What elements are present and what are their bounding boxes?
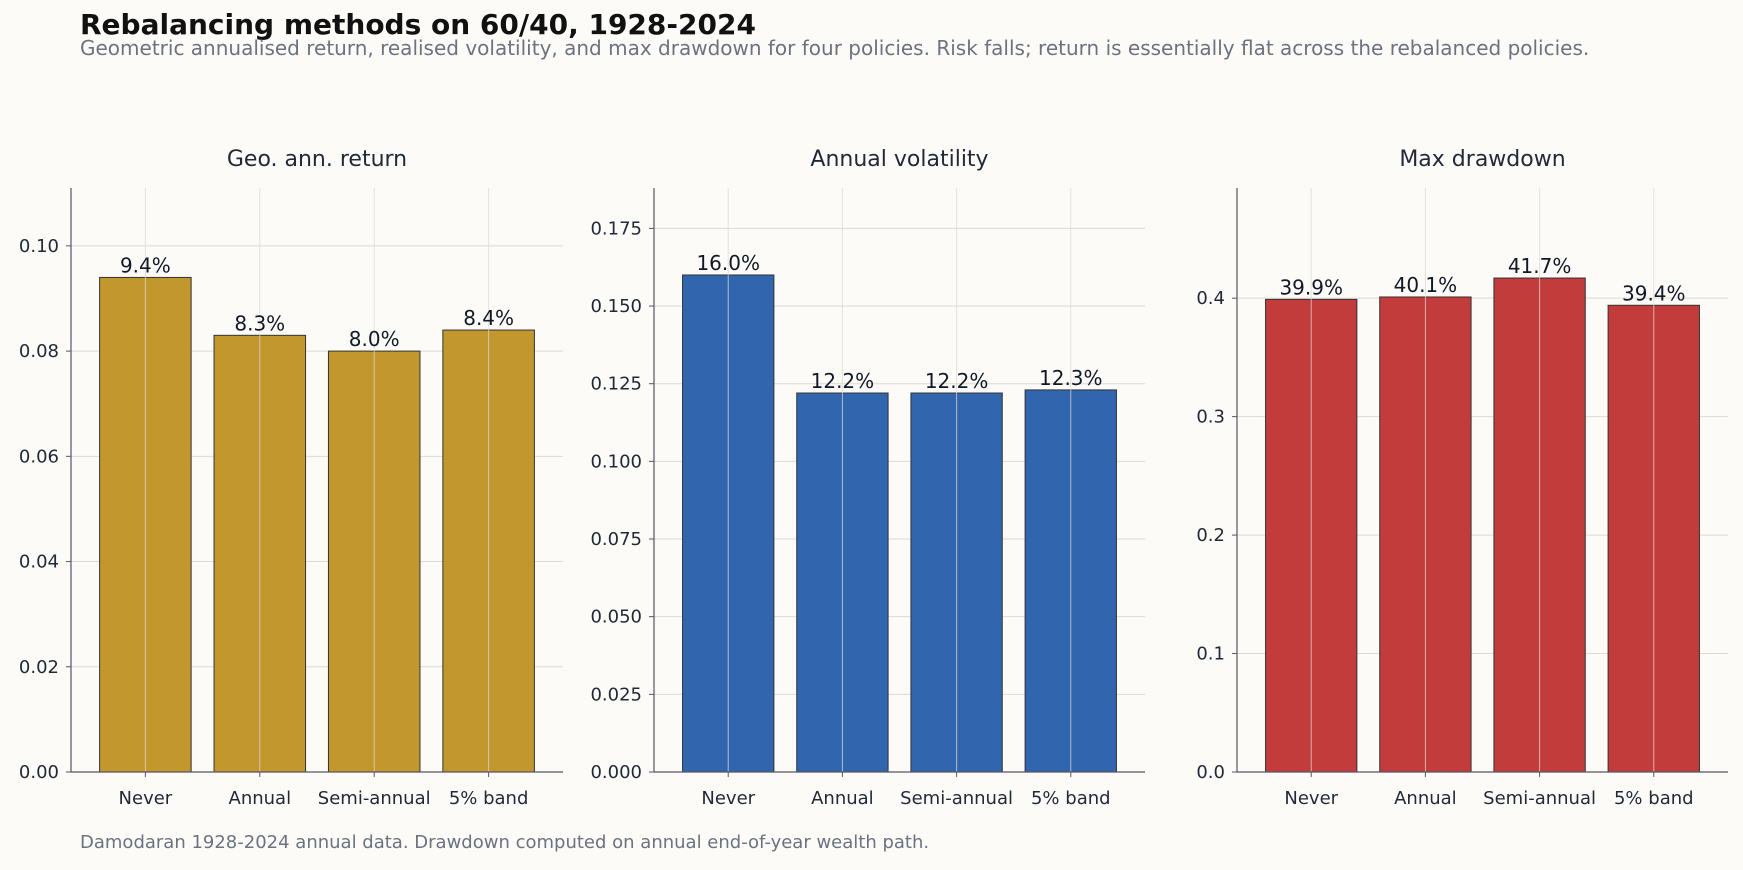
panel-title: Annual volatility xyxy=(810,147,988,172)
x-tick-label: Never xyxy=(1284,788,1338,809)
y-tick-label: 0.025 xyxy=(590,684,642,705)
x-tick-label: Semi-annual xyxy=(318,788,431,809)
y-tick-label: 0.08 xyxy=(19,341,59,362)
y-tick-label: 0.0 xyxy=(1196,762,1225,783)
data-label: 9.4% xyxy=(120,253,171,277)
y-tick-label: 0.000 xyxy=(590,762,642,783)
y-tick-label: 0.4 xyxy=(1196,288,1225,309)
panel-title: Max drawdown xyxy=(1399,147,1565,172)
data-label: 39.4% xyxy=(1622,281,1686,305)
data-label: 12.3% xyxy=(1039,366,1103,390)
panel-title: Geo. ann. return xyxy=(227,147,407,172)
y-tick-label: 0.075 xyxy=(590,529,642,550)
x-tick-label: Semi-annual xyxy=(1483,788,1596,809)
x-tick-label: 5% band xyxy=(1031,788,1111,809)
y-tick-label: 0.125 xyxy=(590,374,642,395)
chart-title: Rebalancing methods on 60/40, 1928-2024 xyxy=(80,8,756,41)
y-tick-label: 0.00 xyxy=(19,762,59,783)
data-label: 40.1% xyxy=(1394,273,1458,297)
y-tick-label: 0.175 xyxy=(590,218,642,239)
y-tick-label: 0.1 xyxy=(1196,644,1225,665)
x-tick-label: Never xyxy=(701,788,755,809)
x-tick-label: 5% band xyxy=(449,788,529,809)
data-label: 8.0% xyxy=(349,327,400,351)
y-tick-label: 0.2 xyxy=(1196,525,1225,546)
y-tick-label: 0.06 xyxy=(19,446,59,467)
y-tick-label: 0.100 xyxy=(590,451,642,472)
chart-subtitle: Geometric annualised return, realised vo… xyxy=(80,36,1590,60)
data-label: 41.7% xyxy=(1508,254,1572,278)
data-label: 39.9% xyxy=(1279,275,1343,299)
x-tick-label: Annual xyxy=(811,788,874,809)
x-tick-label: 5% band xyxy=(1614,788,1694,809)
data-label: 12.2% xyxy=(925,369,989,393)
y-tick-label: 0.150 xyxy=(590,296,642,317)
y-tick-label: 0.050 xyxy=(590,607,642,628)
y-tick-label: 0.10 xyxy=(19,236,59,257)
y-tick-label: 0.3 xyxy=(1196,407,1225,428)
x-tick-label: Annual xyxy=(229,788,292,809)
chart-footnote: Damodaran 1928-2024 annual data. Drawdow… xyxy=(80,832,930,853)
y-tick-label: 0.04 xyxy=(19,552,59,573)
data-label: 8.4% xyxy=(463,306,514,330)
x-tick-label: Annual xyxy=(1394,788,1457,809)
x-tick-label: Semi-annual xyxy=(900,788,1013,809)
data-label: 12.2% xyxy=(811,369,875,393)
data-label: 16.0% xyxy=(696,251,760,275)
x-tick-label: Never xyxy=(119,788,173,809)
data-label: 8.3% xyxy=(234,311,285,335)
y-tick-label: 0.02 xyxy=(19,657,59,678)
